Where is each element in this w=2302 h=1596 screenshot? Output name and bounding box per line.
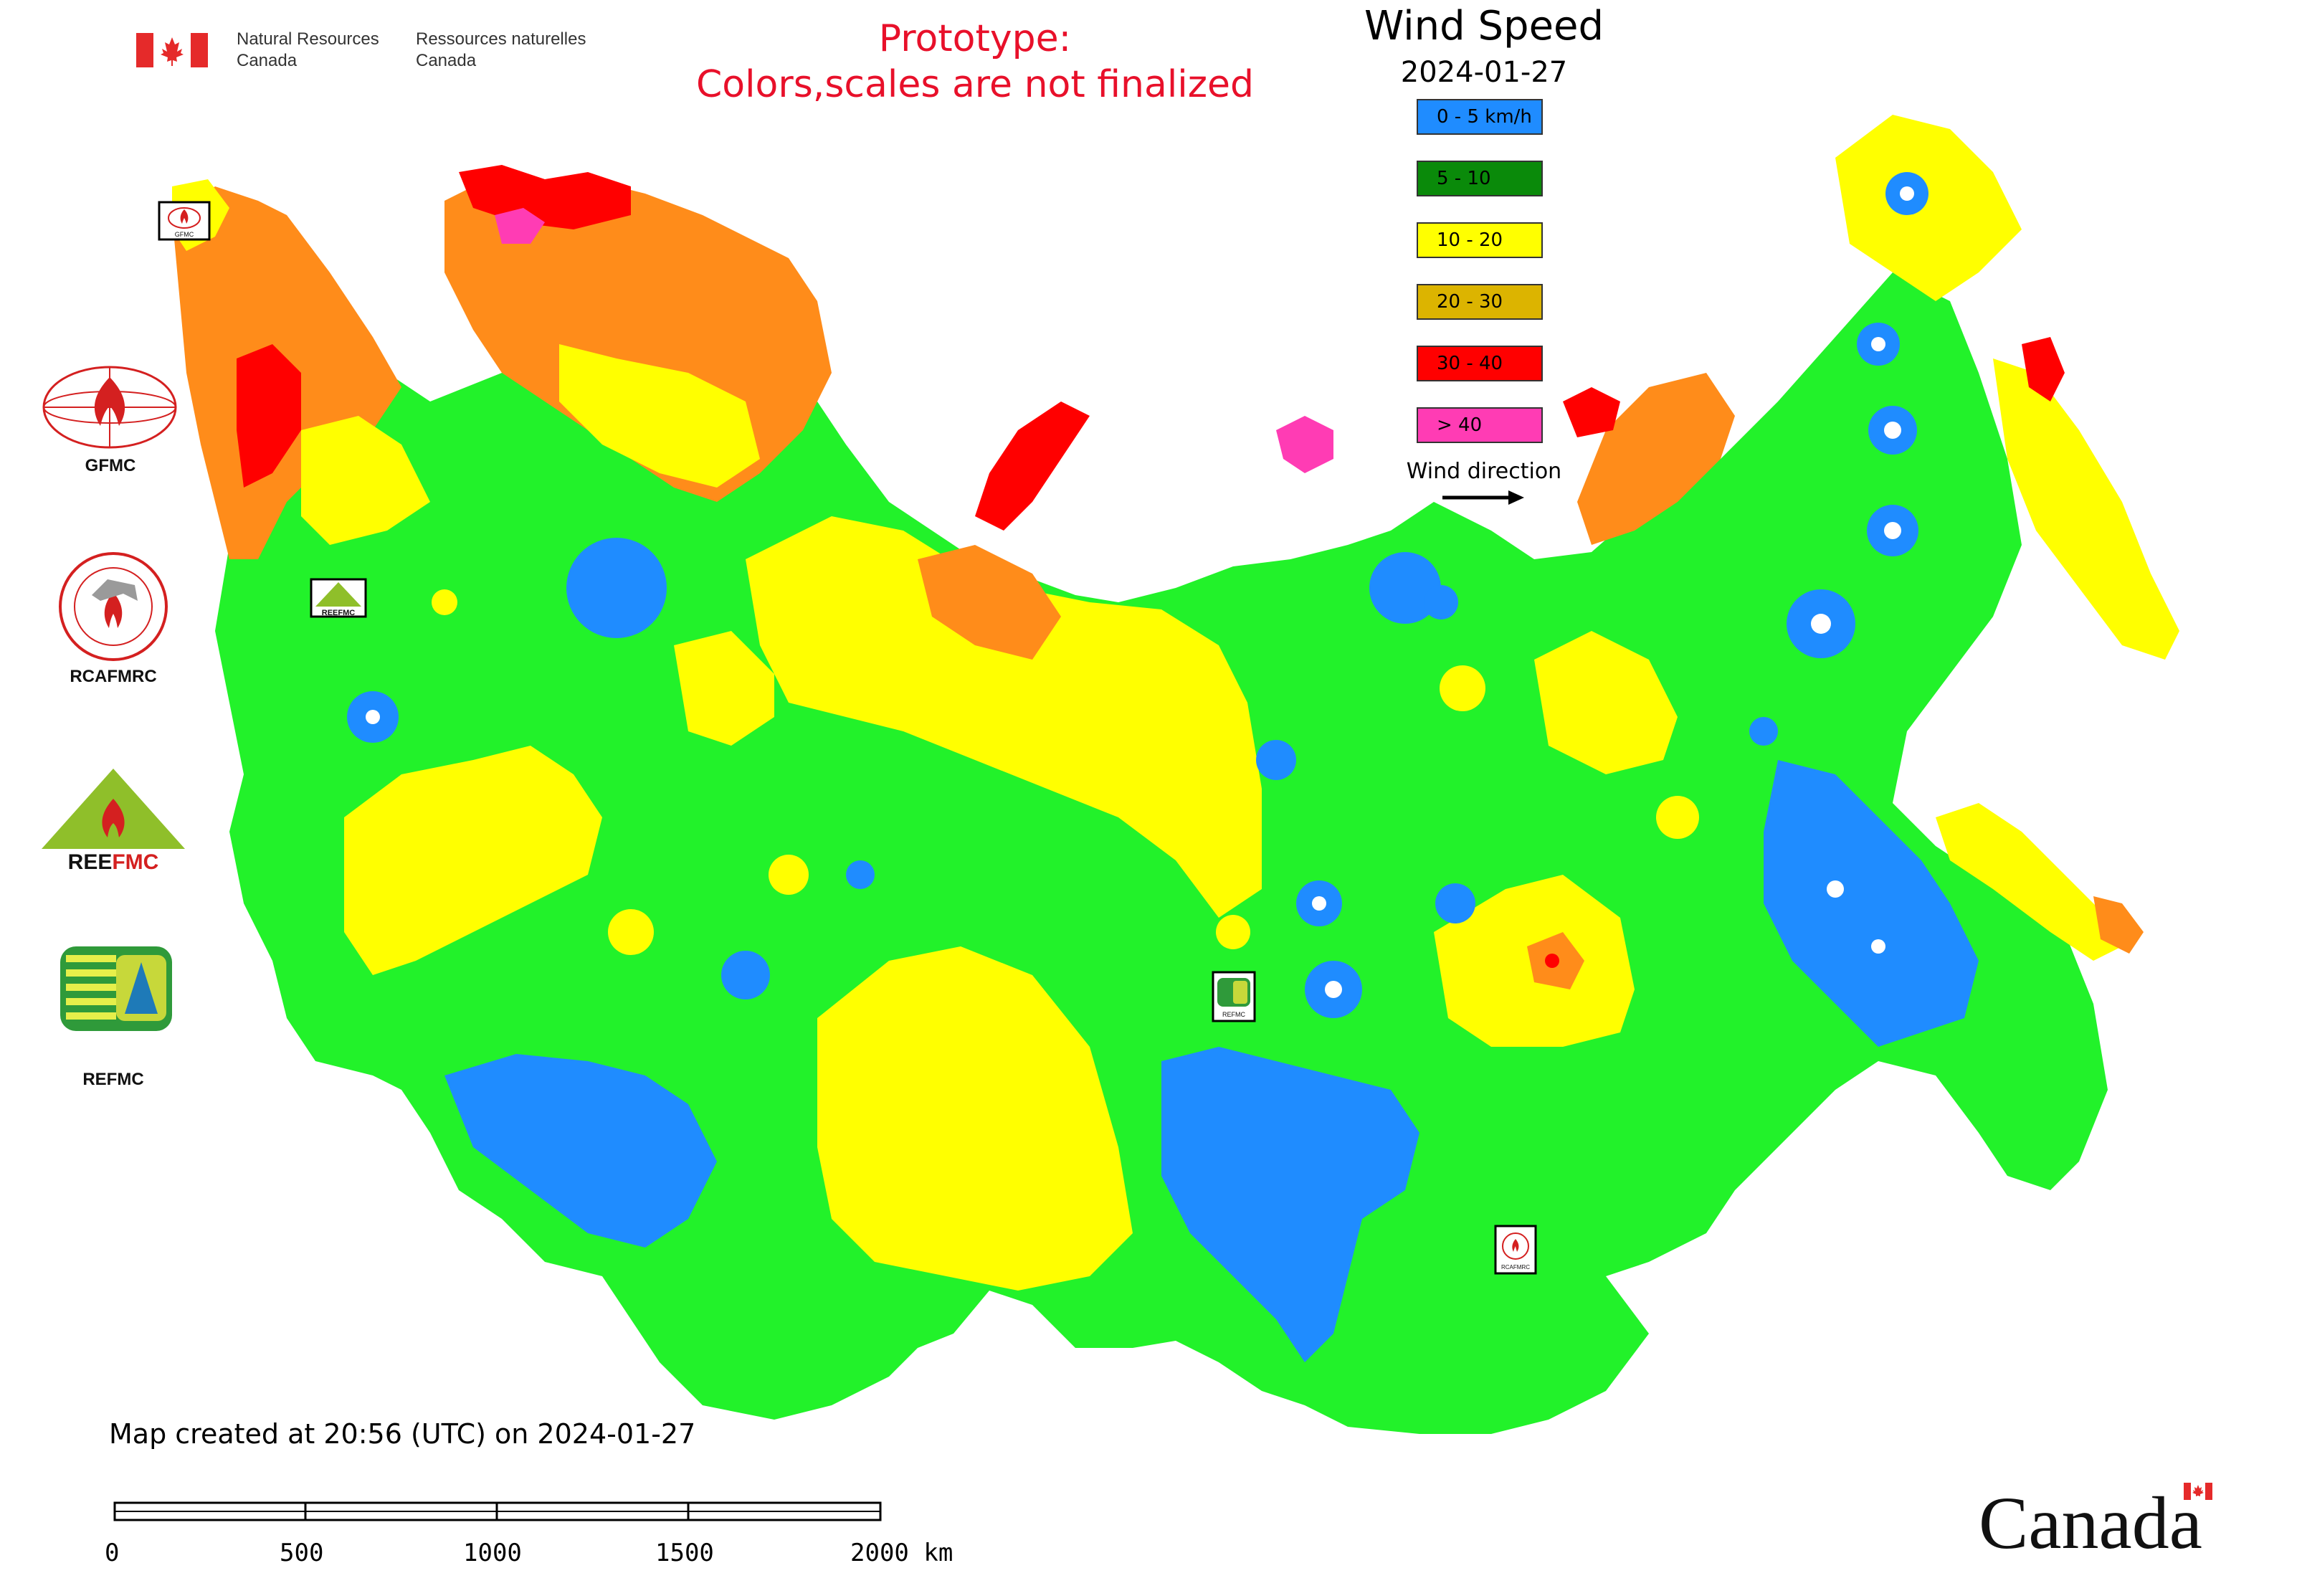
legend-swatch: 5 - 10 [1417,161,1543,196]
kazakhstan-moderate [817,946,1133,1291]
legend-swatch: 20 - 30 [1417,284,1543,320]
baltic-moderate [344,746,602,975]
legend-swatch: > 40 [1417,407,1543,443]
canada-wordmark: Canada [1979,1482,2237,1564]
rcafmrc-logo [59,552,168,661]
refmc-logo [60,946,172,1031]
org-name-fr-line1: Ressources naturelles [416,29,586,49]
reefmc-logo: REEFMC [42,769,185,874]
gfmc-badge-label: GFMC [175,231,194,238]
canada-wordmark-text: Canada [1979,1482,2202,1564]
altai-calm [1161,1047,1419,1362]
barents-coast-orange [918,545,1061,660]
prototype-notice: Prototype: Colors,scales are not finaliz… [667,16,1283,108]
wind-direction-arrow-icon [1442,490,1524,505]
calm-spot-centres [366,186,1914,998]
irkutsk-strong [1545,954,1559,968]
legend-swatch: 0 - 5 km/h [1417,99,1543,135]
new-siberian-islands [1563,387,1620,437]
wind-direction-label: Wind direction [1406,459,1562,484]
taymyr-moderate [1534,631,1678,774]
sweden-moderate [301,416,430,545]
legend-date: 2024-01-27 [1400,56,1568,89]
scale-tick-label: 0 [105,1539,120,1567]
scale-tick-label: 500 [280,1539,324,1567]
canada-flag-icon [136,33,208,67]
gfmc-logo-label: GFMC [85,456,136,475]
wordmark-flag-icon [2184,1483,2212,1500]
refmc-logo-label: REFMC [82,1070,144,1089]
sakhalin-moderate [1936,803,2122,961]
org-name-fr-line2: Canada [416,51,477,70]
moderate-spots [432,589,1699,955]
reefmc-badge-label: REEFMC [322,609,356,617]
legend-title: Wind Speed [1364,3,1604,49]
refmc-map-badge: REFMC [1212,971,1256,1022]
rcafmrc-map-badge: RCAFMRC [1494,1225,1537,1275]
scale-bar: 0 500 1000 1500 2000 km [100,1498,975,1585]
magadan-fresh [1577,373,1735,545]
gov-signature: Natural Resources Canada Ressources natu… [136,27,609,77]
calm-spots [347,172,1928,1018]
kamchatka-strong [2022,337,2065,402]
legend: Wind Speed 2024-01-27 0 - 5 km/h 5 - 10 … [1333,3,1635,505]
scale-tick-label: 2000 km [850,1539,953,1567]
reefmc-map-badge: REEFMC [310,578,367,618]
refmc-badge-label: REFMC [1222,1011,1245,1018]
kamchatka-moderate [1993,358,2179,660]
rcafmrc-logo-label: RCAFMRC [70,667,157,686]
yakutia-calm [1764,760,1979,1047]
central-moderate-patch [674,631,774,746]
white-sea-moderate [559,344,760,488]
svg-text:REEFMC: REEFMC [68,850,159,874]
org-name-en-line2: Canada [237,51,298,70]
kola-gale [495,208,545,244]
kuril-fresh [2093,896,2144,954]
gfmc-map-badge: GFMC [158,201,211,241]
novaya-zemlya [975,402,1090,531]
legend-swatch: 10 - 20 [1417,222,1543,258]
notice-line2: Colors,scales are not finalized [695,63,1255,106]
severnaya-zemlya [1276,416,1333,473]
norway-strong-wind [237,344,301,488]
rcafmrc-badge-label: RCAFMRC [1501,1264,1530,1270]
org-name-en-line1: Natural Resources [237,29,379,49]
north-russia-band [746,516,1262,918]
caucasus-calm [444,1054,717,1248]
gfmc-logo [42,366,177,449]
legend-swatch: 30 - 40 [1417,346,1543,381]
notice-line1: Prototype: [878,17,1072,60]
map-created-timestamp: Map created at 20:56 (UTC) on 2024-01-27 [109,1418,696,1450]
chukotka-moderate [1835,115,2022,301]
scale-tick-label: 1000 [463,1539,522,1567]
scale-bar-graphic [113,1501,882,1521]
scale-tick-label: 1500 [655,1539,714,1567]
